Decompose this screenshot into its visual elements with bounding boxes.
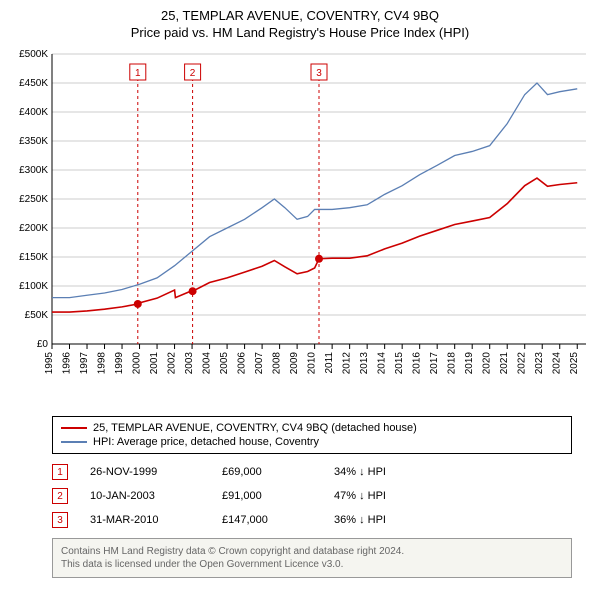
event-row: 2 10-JAN-2003 £91,000 47% ↓ HPI: [52, 484, 590, 508]
event-diff: 36% ↓ HPI: [334, 514, 386, 526]
event-badge: 2: [52, 488, 68, 504]
svg-text:2012: 2012: [342, 352, 353, 375]
chart-title: 25, TEMPLAR AVENUE, COVENTRY, CV4 9BQ: [10, 8, 590, 23]
svg-text:2022: 2022: [517, 352, 528, 375]
svg-text:2015: 2015: [394, 352, 405, 375]
event-price: £69,000: [222, 466, 312, 478]
svg-text:£450K: £450K: [19, 78, 48, 89]
svg-text:2018: 2018: [447, 352, 458, 375]
svg-text:£300K: £300K: [19, 165, 48, 176]
legend-item: HPI: Average price, detached house, Cove…: [61, 435, 563, 449]
svg-text:2013: 2013: [359, 352, 370, 375]
svg-text:£250K: £250K: [19, 194, 48, 205]
svg-text:1997: 1997: [79, 352, 90, 375]
event-diff: 47% ↓ HPI: [334, 490, 386, 502]
event-date: 26-NOV-1999: [90, 466, 200, 478]
svg-text:3: 3: [316, 68, 322, 79]
svg-text:2020: 2020: [482, 352, 493, 375]
legend-label: HPI: Average price, detached house, Cove…: [93, 436, 319, 448]
svg-text:2009: 2009: [289, 352, 300, 375]
svg-text:2: 2: [190, 68, 196, 79]
svg-text:2014: 2014: [377, 352, 388, 375]
legend-item: 25, TEMPLAR AVENUE, COVENTRY, CV4 9BQ (d…: [61, 421, 563, 435]
event-price: £91,000: [222, 490, 312, 502]
events-table: 1 26-NOV-1999 £69,000 34% ↓ HPI 2 10-JAN-2003…: [52, 460, 590, 532]
svg-text:£400K: £400K: [19, 107, 48, 118]
chart-container: 25, TEMPLAR AVENUE, COVENTRY, CV4 9BQ Pr…: [0, 0, 600, 590]
svg-text:2019: 2019: [464, 352, 475, 375]
svg-text:£500K: £500K: [19, 49, 48, 60]
svg-text:2004: 2004: [202, 352, 213, 375]
chart-subtitle: Price paid vs. HM Land Registry's House …: [10, 25, 590, 40]
svg-text:2001: 2001: [149, 352, 160, 375]
event-diff: 34% ↓ HPI: [334, 466, 386, 478]
svg-text:1999: 1999: [114, 352, 125, 375]
svg-text:£50K: £50K: [25, 310, 49, 321]
svg-text:2023: 2023: [534, 352, 545, 375]
svg-text:2006: 2006: [237, 352, 248, 375]
svg-text:2010: 2010: [307, 352, 318, 375]
event-badge: 3: [52, 512, 68, 528]
svg-text:2011: 2011: [324, 352, 335, 374]
svg-text:£100K: £100K: [19, 281, 48, 292]
chart-plot: £0 £50K £100K £150K £200K £250K £300K £350K £400…: [10, 46, 590, 406]
svg-text:2025: 2025: [569, 352, 580, 375]
svg-text:2007: 2007: [254, 352, 265, 375]
event-date: 31-MAR-2010: [90, 514, 200, 526]
svg-text:£350K: £350K: [19, 136, 48, 147]
svg-text:£200K: £200K: [19, 223, 48, 234]
legend-swatch: [61, 441, 87, 443]
event-row: 3 31-MAR-2010 £147,000 36% ↓ HPI: [52, 508, 590, 532]
event-date: 10-JAN-2003: [90, 490, 200, 502]
svg-text:2005: 2005: [219, 352, 230, 375]
svg-text:2016: 2016: [412, 352, 423, 375]
legend: 25, TEMPLAR AVENUE, COVENTRY, CV4 9BQ (d…: [52, 416, 572, 454]
svg-text:1995: 1995: [44, 352, 55, 375]
attribution-line: Contains HM Land Registry data © Crown c…: [61, 545, 563, 558]
svg-text:2000: 2000: [132, 352, 143, 375]
svg-text:2008: 2008: [272, 352, 283, 375]
svg-text:1996: 1996: [62, 352, 73, 375]
svg-text:2017: 2017: [429, 352, 440, 375]
attribution: Contains HM Land Registry data © Crown c…: [52, 538, 572, 578]
event-row: 1 26-NOV-1999 £69,000 34% ↓ HPI: [52, 460, 590, 484]
event-price: £147,000: [222, 514, 312, 526]
svg-text:2003: 2003: [184, 352, 195, 375]
svg-text:2021: 2021: [499, 352, 510, 375]
event-badge: 1: [52, 464, 68, 480]
svg-text:£0: £0: [37, 339, 49, 350]
svg-text:£150K: £150K: [19, 252, 48, 263]
svg-text:1998: 1998: [97, 352, 108, 375]
legend-swatch: [61, 427, 87, 429]
svg-text:2002: 2002: [167, 352, 178, 375]
svg-text:1: 1: [135, 68, 141, 79]
svg-text:2024: 2024: [552, 352, 563, 375]
attribution-line: This data is licensed under the Open Gov…: [61, 558, 563, 571]
legend-label: 25, TEMPLAR AVENUE, COVENTRY, CV4 9BQ (d…: [93, 422, 417, 434]
